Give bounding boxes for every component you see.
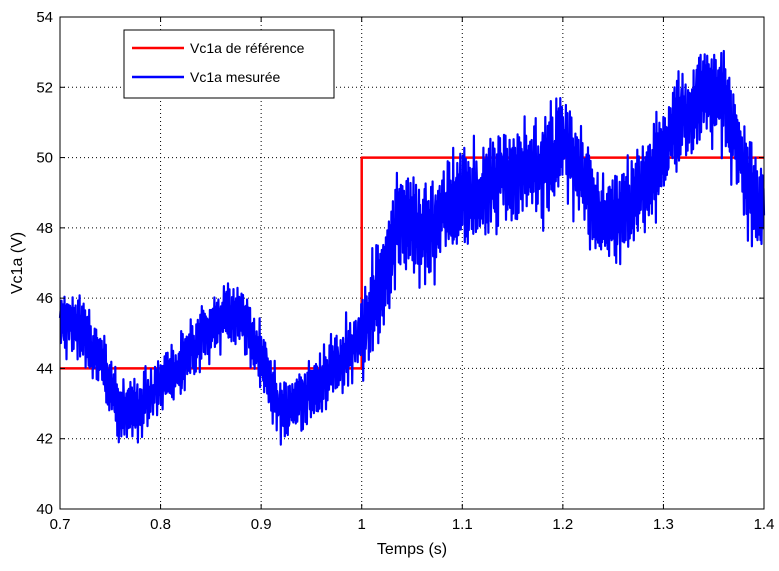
x-tick-label: 0.8 [150, 516, 171, 533]
plot-frame [59, 16, 765, 510]
y-tick-label: 54 [36, 9, 53, 26]
x-tick-label: 0.9 [251, 516, 272, 533]
x-tick-label: 1.2 [552, 516, 573, 533]
x-tick-label: 0.7 [50, 516, 71, 533]
legend-label-reference: Vc1a de référence [190, 40, 305, 56]
x-tick-label: 1 [358, 516, 366, 533]
legend: Vc1a de référence Vc1a mesurée [123, 29, 335, 99]
y-axis-label: Vc1a (V) [9, 232, 26, 294]
y-tick-label: 50 [36, 150, 53, 167]
x-tick-label: 1.1 [452, 516, 473, 533]
legend-label-measured: Vc1a mesurée [190, 69, 280, 85]
y-tick-label: 52 [36, 79, 53, 96]
x-tick-label: 1.4 [754, 516, 775, 533]
x-tick-label: 1.3 [653, 516, 674, 533]
y-tick-label: 42 [36, 431, 53, 448]
y-tick-label: 48 [36, 220, 53, 237]
series-layer [58, 49, 766, 446]
x-axis-label: Temps (s) [377, 541, 447, 558]
y-tick-label: 44 [36, 360, 53, 377]
y-tick-label: 40 [36, 501, 53, 518]
legend-box [123, 29, 335, 99]
ticks: 0.7 0.8 0.9 1 1.1 1.2 1.3 1.4 40 42 44 46 48 50 52 54 [36, 9, 774, 533]
measured-voltage-line [58, 49, 766, 446]
y-tick-label: 46 [36, 290, 53, 307]
